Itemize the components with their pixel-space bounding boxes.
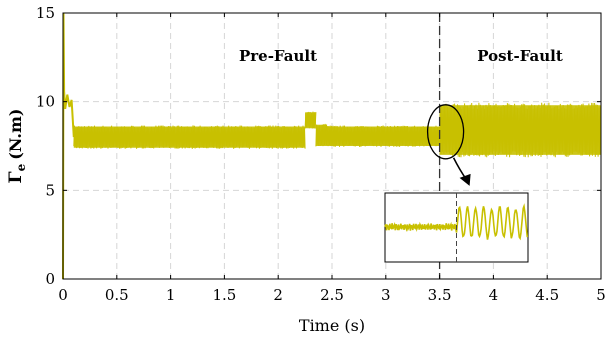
x-tick-label: 2.5 — [320, 286, 344, 304]
axis-ticks: 0 0.5 1 1.5 2 2.5 3 3.5 4 4.5 5 0 5 10 15 — [36, 4, 606, 304]
inset-signal — [384, 203, 529, 241]
y-tick-label: 0 — [45, 270, 55, 288]
svg-text:Γe(N.m): Γe (N.m) — [6, 109, 28, 184]
zoom-inset — [384, 192, 529, 263]
x-axis-label: Time (s) — [299, 316, 365, 335]
y-axis-unit: (N.m) — [6, 109, 25, 160]
signal-oscillation — [304, 111, 317, 129]
x-tick-label: 3 — [381, 286, 391, 304]
zoom-ellipse — [426, 104, 465, 160]
x-tick-label: 1.5 — [212, 286, 236, 304]
y-axis-label: Γe (N.m) — [6, 109, 28, 184]
signal-oscillation — [315, 123, 328, 147]
y-tick-label: 5 — [45, 181, 55, 199]
y-tick-label: 15 — [36, 4, 55, 22]
x-tick-label: 3.5 — [428, 286, 452, 304]
x-tick-label: 1 — [166, 286, 176, 304]
signal-oscillation — [439, 102, 602, 158]
signal-oscillation — [73, 125, 306, 149]
post-fault-label: Post-Fault — [477, 47, 563, 65]
x-tick-label: 4 — [489, 286, 499, 304]
pre-fault-label: Pre-Fault — [239, 47, 317, 65]
x-tick-label: 2 — [273, 286, 283, 304]
arrow-head — [459, 173, 471, 186]
signal-oscillation — [326, 125, 441, 147]
y-axis-symbol: Γ — [6, 171, 26, 183]
x-tick-label: 4.5 — [535, 286, 559, 304]
x-tick-label: 0.5 — [105, 286, 129, 304]
x-tick-label: 5 — [596, 286, 606, 304]
y-tick-label: 10 — [36, 93, 55, 111]
x-tick-label: 0 — [58, 286, 68, 304]
y-axis-subscript: e — [14, 163, 28, 171]
